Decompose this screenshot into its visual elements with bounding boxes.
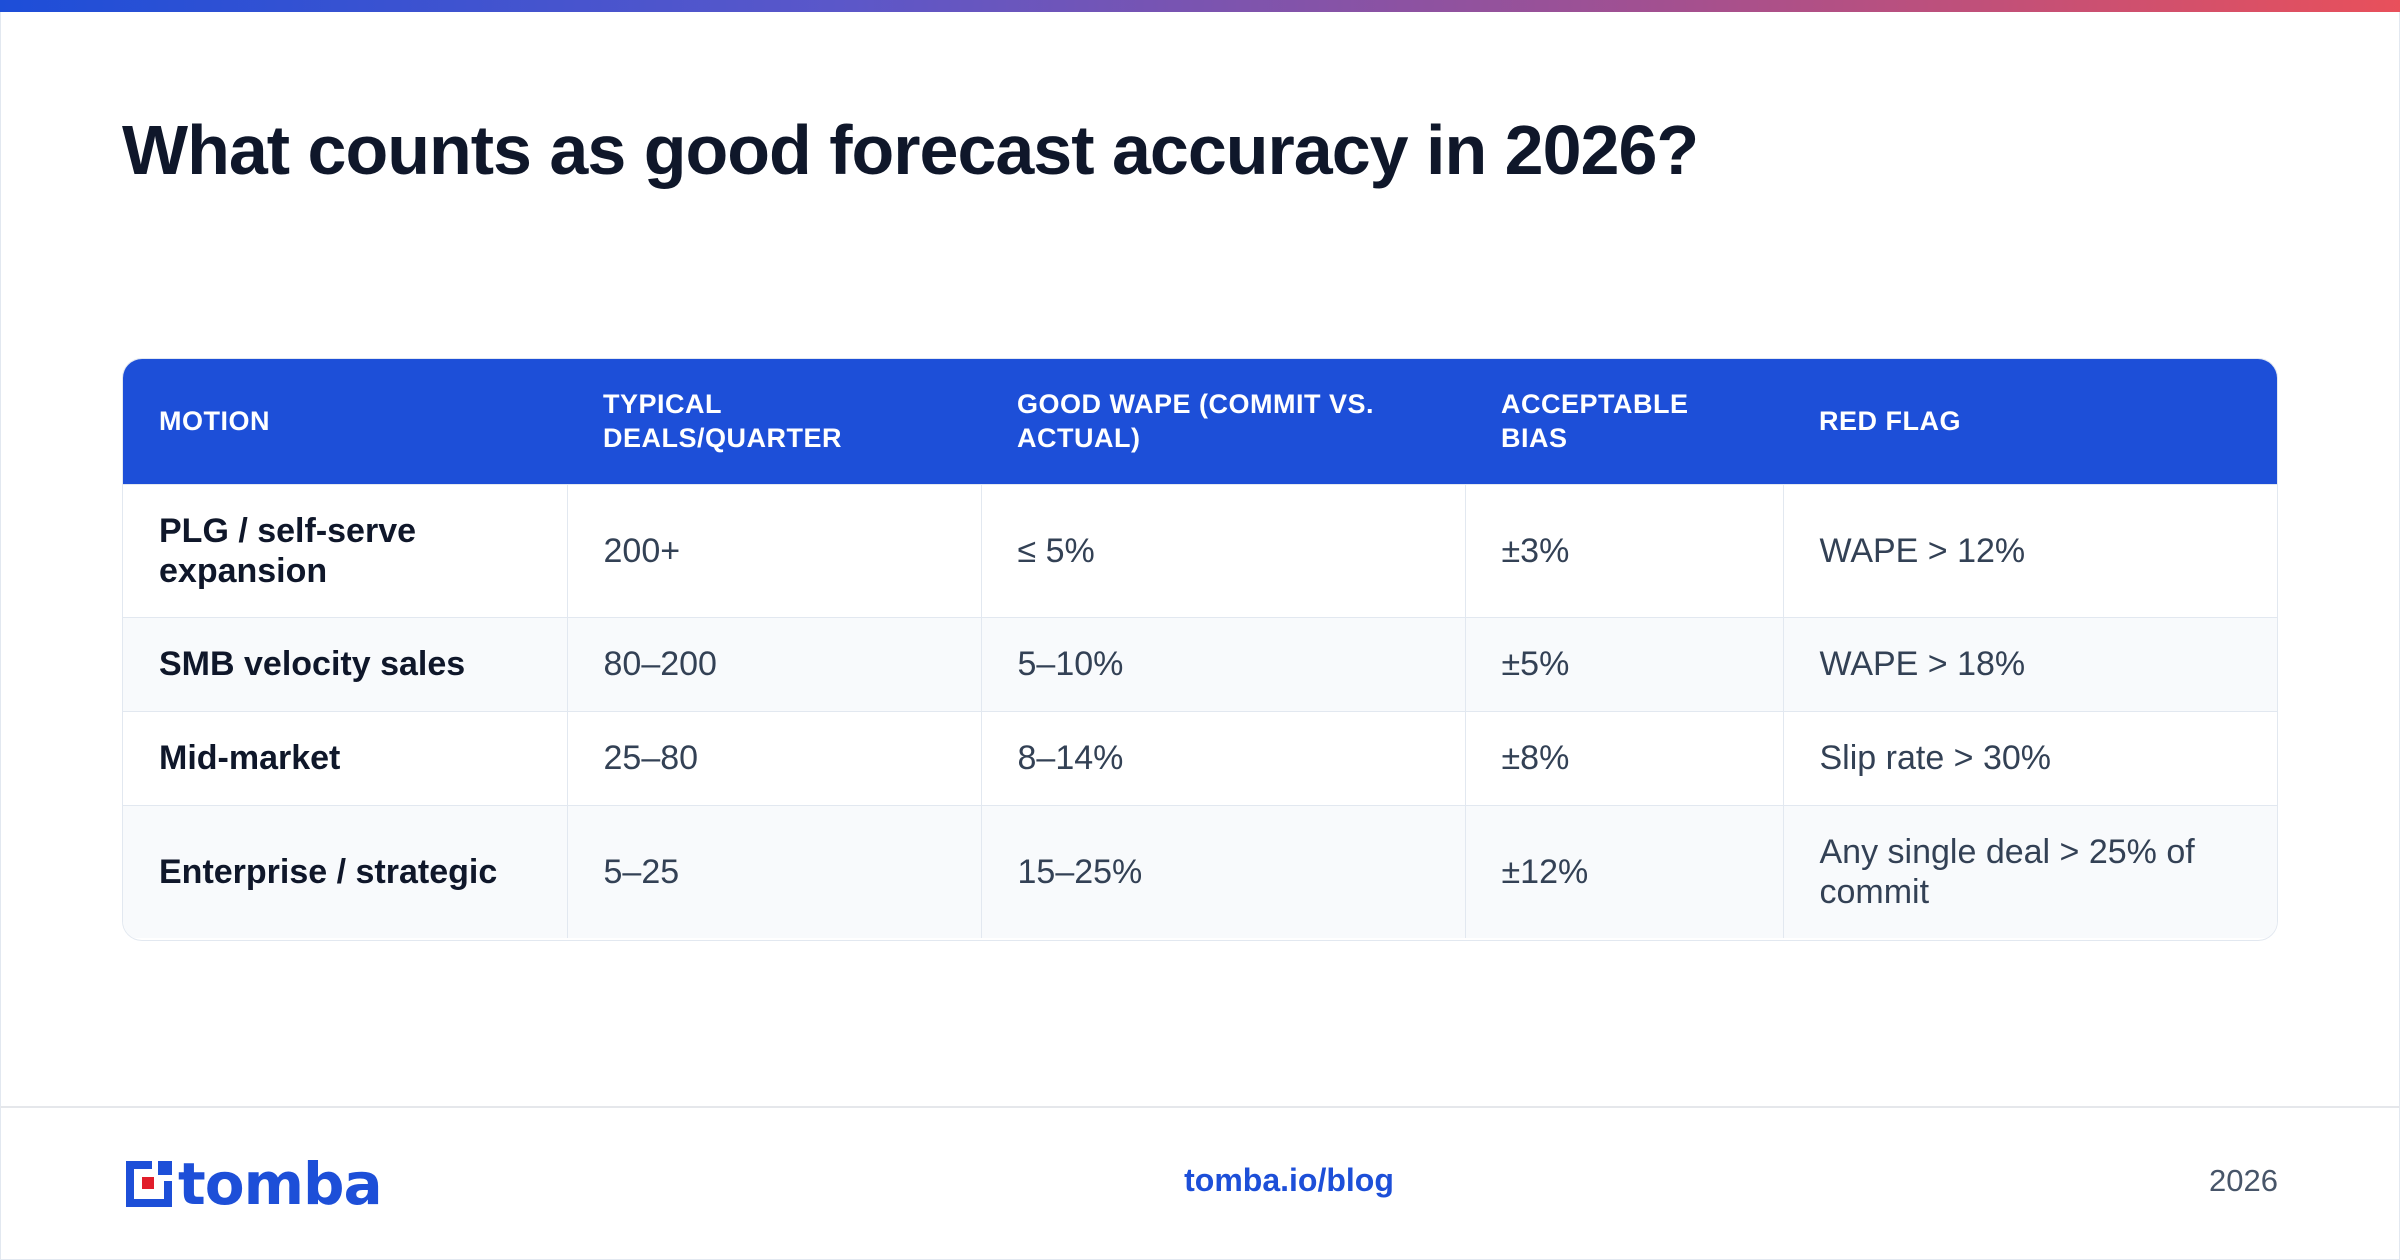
footer-divider xyxy=(0,1106,2400,1108)
cell-wape: 15–25% xyxy=(981,804,1466,938)
page-title: What counts as good forecast accuracy in… xyxy=(122,111,1699,189)
header-red-flag: RED FLAG xyxy=(1783,359,2277,484)
cell-red-flag: Any single deal > 25% of commit xyxy=(1783,804,2277,938)
cell-red-flag: Slip rate > 30% xyxy=(1783,710,2277,805)
table-header-row: MOTION TYPICAL DEALS/QUARTER GOOD WAPE (… xyxy=(123,359,2277,484)
cell-bias: ±12% xyxy=(1465,804,1784,938)
cell-bias: ±3% xyxy=(1465,483,1784,617)
cell-wape: ≤ 5% xyxy=(981,483,1466,617)
cell-motion: Mid-market xyxy=(123,710,568,805)
logo-wordmark: tomba xyxy=(178,1150,383,1218)
accuracy-table-card: MOTION TYPICAL DEALS/QUARTER GOOD WAPE (… xyxy=(122,358,2278,941)
footer-year: 2026 xyxy=(2209,1163,2278,1198)
table-row: Enterprise / strategic 5–25 15–25% ±12% … xyxy=(123,804,2277,938)
header-motion: MOTION xyxy=(123,359,567,484)
cell-deals: 5–25 xyxy=(567,804,982,938)
table-row: Mid-market 25–80 8–14% ±8% Slip rate > 3… xyxy=(123,710,2277,805)
cell-deals: 200+ xyxy=(567,483,982,617)
cell-motion: Enterprise / strategic xyxy=(123,804,568,938)
cell-motion: PLG / self-serve expansion xyxy=(123,483,568,617)
cell-wape: 8–14% xyxy=(981,710,1466,805)
tomba-logo[interactable]: tomba xyxy=(122,1150,383,1218)
accuracy-table: MOTION TYPICAL DEALS/QUARTER GOOD WAPE (… xyxy=(123,359,2277,938)
header-good-wape: GOOD WAPE (COMMIT VS. ACTUAL) xyxy=(981,359,1465,484)
cell-deals: 25–80 xyxy=(567,710,982,805)
tomba-logo-mark-icon xyxy=(126,1161,172,1207)
cell-deals: 80–200 xyxy=(567,616,982,711)
cell-wape: 5–10% xyxy=(981,616,1466,711)
header-typical-deals: TYPICAL DEALS/QUARTER xyxy=(567,359,981,484)
cell-motion: SMB velocity sales xyxy=(123,616,568,711)
table-row: SMB velocity sales 80–200 5–10% ±5% WAPE… xyxy=(123,616,2277,711)
header-acceptable-bias: ACCEPTABLE BIAS xyxy=(1465,359,1783,484)
gradient-top-bar xyxy=(0,0,2400,12)
footer-blog-link[interactable]: tomba.io/blog xyxy=(1184,1162,1394,1198)
cell-red-flag: WAPE > 18% xyxy=(1783,616,2277,711)
table-row: PLG / self-serve expansion 200+ ≤ 5% ±3%… xyxy=(123,483,2277,617)
cell-red-flag: WAPE > 12% xyxy=(1783,483,2277,617)
cell-bias: ±5% xyxy=(1465,616,1784,711)
cell-bias: ±8% xyxy=(1465,710,1784,805)
